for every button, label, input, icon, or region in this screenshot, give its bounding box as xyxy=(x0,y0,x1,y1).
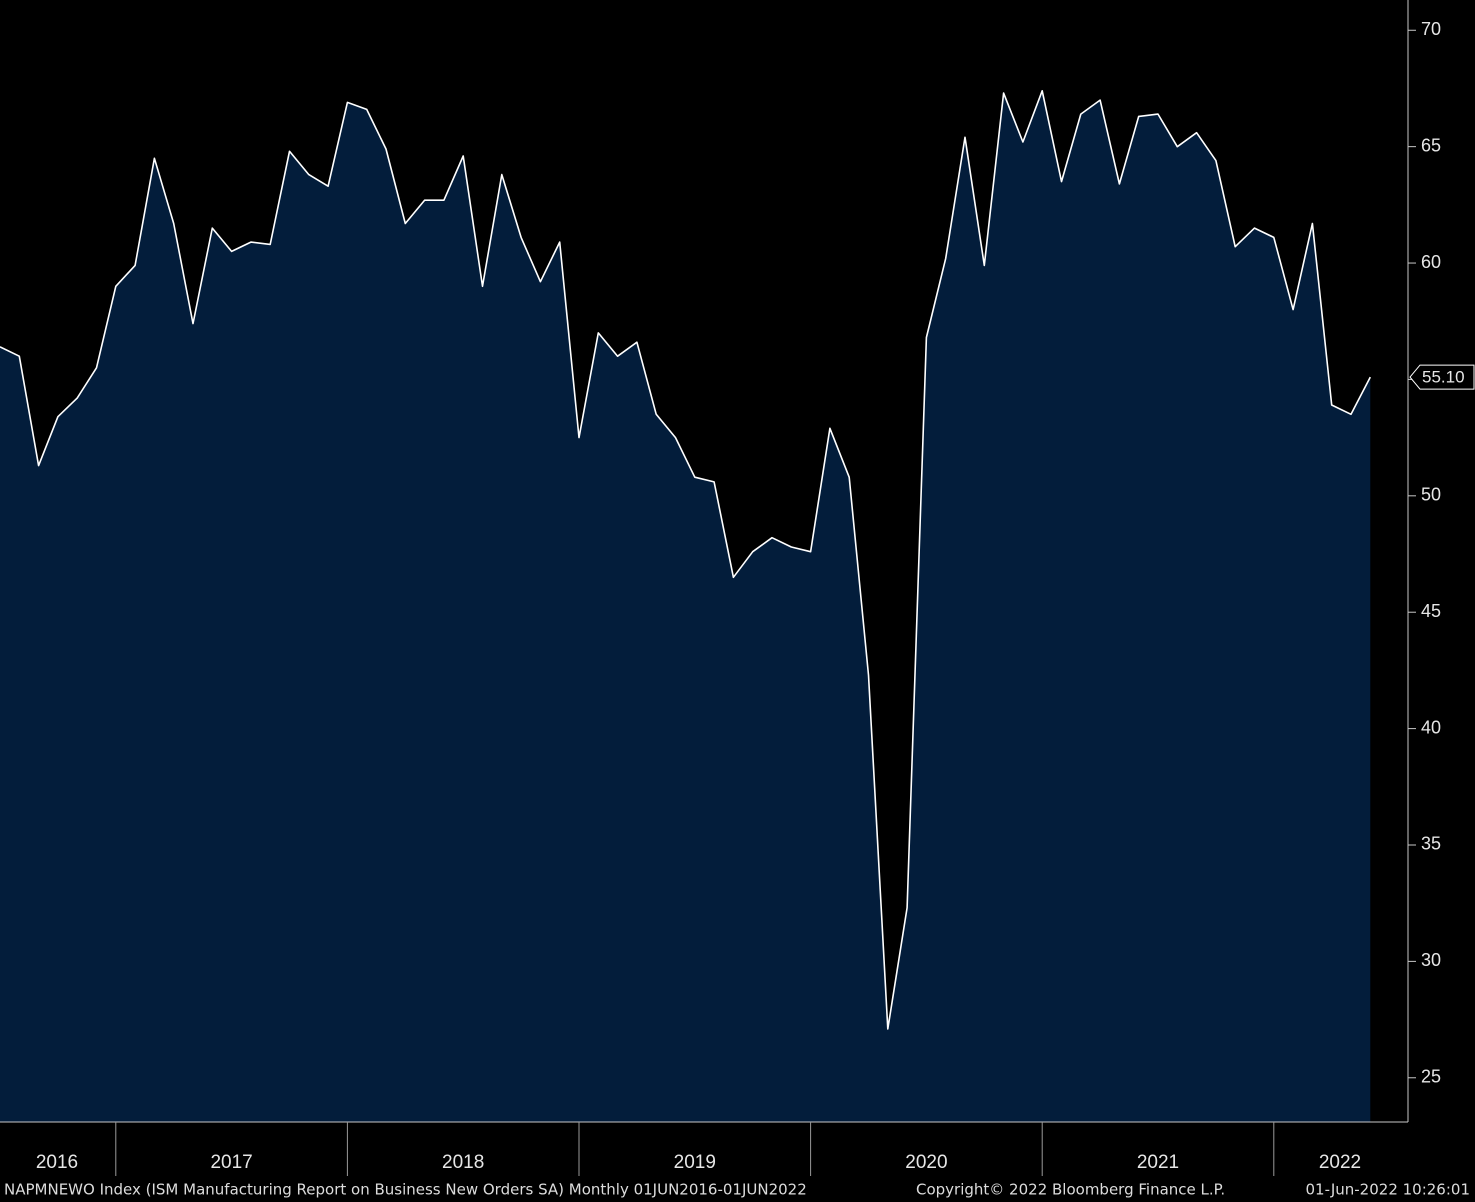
y-tick-label: 35 xyxy=(1421,834,1441,854)
y-tick-label: 60 xyxy=(1421,252,1441,272)
y-tick-label: 30 xyxy=(1421,950,1441,970)
footer-copyright: Copyright© 2022 Bloomberg Finance L.P. xyxy=(916,1181,1225,1199)
x-tick-label: 2022 xyxy=(1319,1152,1361,1173)
last-value-flag xyxy=(1409,364,1475,390)
y-tick-label: 50 xyxy=(1421,485,1441,505)
x-tick-label: 2019 xyxy=(674,1152,716,1173)
x-tick-label: 2020 xyxy=(905,1152,947,1173)
footer-description: NAPMNEWO Index (ISM Manufacturing Report… xyxy=(4,1181,807,1199)
y-tick-label: 40 xyxy=(1421,717,1441,737)
line xyxy=(0,90,1372,1030)
y-tick-label: 70 xyxy=(1421,19,1441,39)
x-tick-label: 2017 xyxy=(210,1152,252,1173)
last-value-label: 55.10 xyxy=(1422,368,1465,387)
x-tick-label: 2016 xyxy=(36,1152,78,1173)
footer-timestamp: 01-Jun-2022 10:26:01 xyxy=(1306,1181,1471,1199)
y-tick-label: 25 xyxy=(1421,1067,1441,1087)
x-tick-label: 2021 xyxy=(1137,1152,1179,1173)
x-tick-label: 2018 xyxy=(442,1152,484,1173)
y-tick-label: 65 xyxy=(1421,135,1441,155)
y-tick-label: 45 xyxy=(1421,601,1441,621)
area-fill xyxy=(0,90,1371,1122)
